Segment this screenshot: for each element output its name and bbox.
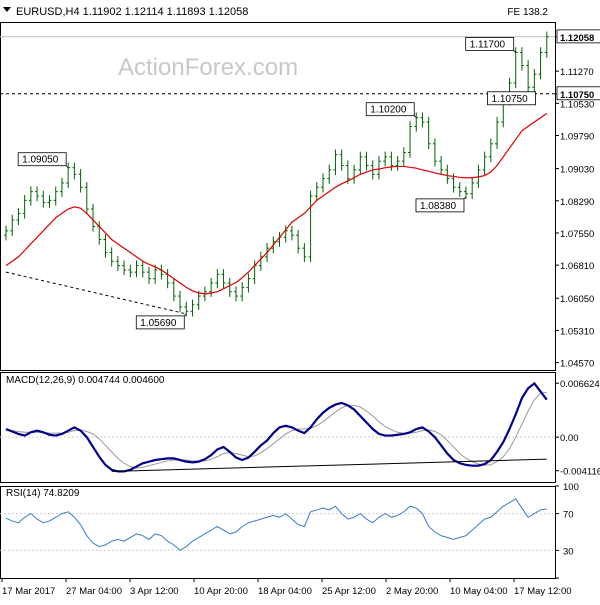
fe-label: FE 138.2 <box>507 7 548 18</box>
macd-trendline <box>111 458 547 472</box>
annotation-label: 1.05690 <box>140 318 177 329</box>
triangle-down-icon[interactable] <box>3 7 11 12</box>
annotation-label: 1.10750 <box>491 94 528 105</box>
x-tick-label: 27 Mar 04:00 <box>66 586 122 597</box>
panel-frame-macd <box>0 372 556 483</box>
annotation-label: 1.10200 <box>370 105 407 116</box>
macd-ytick-label: 0.00 <box>560 433 579 444</box>
x-tick-label: 17 May 12:00 <box>514 586 572 597</box>
x-tick-label: 10 Apr 20:00 <box>194 586 248 597</box>
rsi-line <box>5 498 547 552</box>
annotation-label: 1.09050 <box>22 155 59 166</box>
annotation-label: 1.08380 <box>420 201 457 212</box>
macd-ytick-label: 0.006624 <box>560 379 600 390</box>
x-tick-label: 25 Apr 12:00 <box>322 586 376 597</box>
price-ytick-label: 1.09030 <box>560 165 594 176</box>
annotation-label: 1.11700 <box>470 39 506 50</box>
panel-frame-price <box>0 22 556 371</box>
price-ytick-box <box>556 86 600 101</box>
price-ytick-label: 1.08290 <box>560 197 594 208</box>
moving-average-line <box>5 112 548 295</box>
symbol-line: EURUSD,H4 1.11902 1.12114 1.11893 1.1205… <box>16 6 248 18</box>
price-ytick-box <box>556 29 600 44</box>
x-tick-label: 18 Apr 04:00 <box>258 586 312 597</box>
annotation-box <box>415 198 465 213</box>
annotation-box <box>17 152 67 167</box>
price-ytick-label: 1.06810 <box>560 261 594 272</box>
price-ytick-label: 1.04570 <box>560 359 594 370</box>
price-ytick-label: 1.10750 <box>560 90 594 101</box>
dashed-trendline <box>5 271 187 315</box>
price-ytick-label: 1.06050 <box>560 294 594 305</box>
header-group: EURUSD,H4 1.11902 1.12114 1.11893 1.1205… <box>3 6 548 81</box>
macd-title: MACD(12,26,9) 0.004744 0.004600 <box>6 375 165 386</box>
annotation-box <box>487 91 536 106</box>
rsi-title: RSI(14) 74.8209 <box>6 488 80 499</box>
x-tick-label: 3 Apr 12:00 <box>130 586 179 597</box>
panel-frame-rsi <box>0 486 556 579</box>
x-tick-label: 10 May 04:00 <box>450 586 508 597</box>
price-ytick-label: 1.05310 <box>560 326 594 337</box>
price-ytick-label: 1.11270 <box>560 67 594 78</box>
price-ytick-label: 1.12058 <box>560 33 594 44</box>
price-ytick-label: 1.09790 <box>560 132 594 143</box>
price-ytick-label: 1.10530 <box>560 99 594 110</box>
price-ytick-label: 1.07550 <box>560 229 594 240</box>
rsi-ytick-label: 30 <box>563 546 574 557</box>
annotation-box <box>465 37 515 51</box>
macd-ytick-label: -0.004116 <box>560 467 600 478</box>
macd-signal-line <box>6 391 547 469</box>
annotation-box <box>365 102 415 117</box>
candles-group <box>4 31 549 317</box>
watermark: ActionForex.com <box>118 54 298 81</box>
rsi-ytick-label: 70 <box>563 510 574 521</box>
x-tick-label: 17 Mar 2017 <box>2 586 55 597</box>
annotation-box <box>135 315 185 330</box>
rsi-ytick-label: 100 <box>563 482 579 493</box>
x-tick-label: 2 May 20:00 <box>386 586 438 597</box>
